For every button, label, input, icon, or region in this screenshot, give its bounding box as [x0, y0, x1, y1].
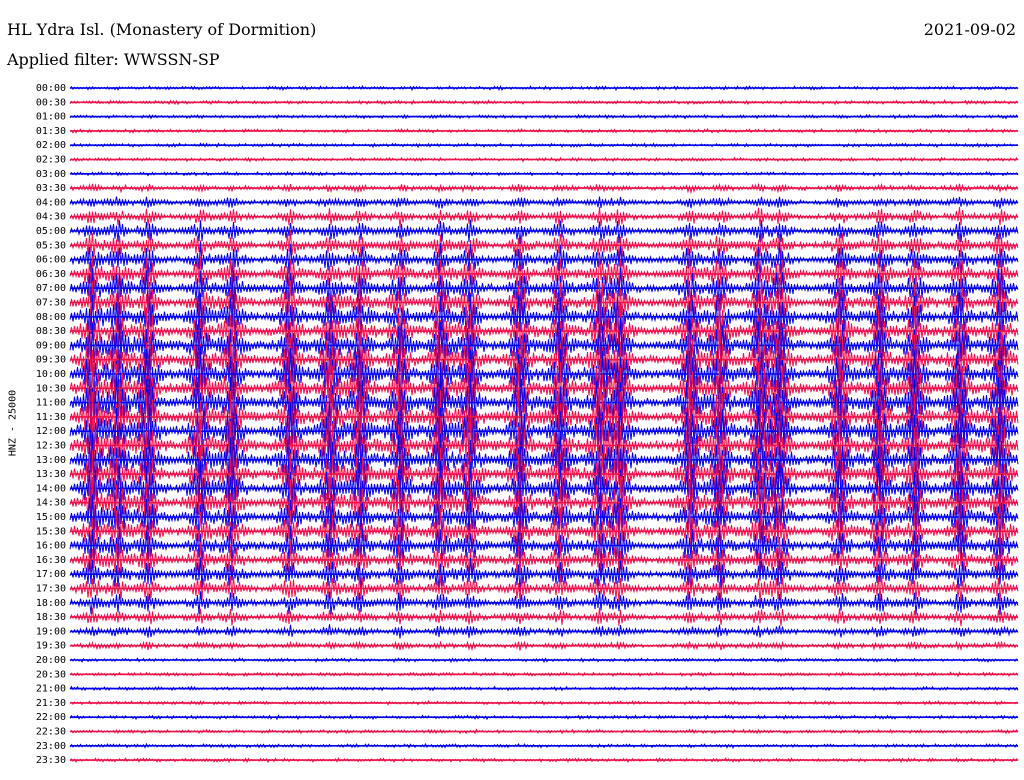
hour-label: 00:30 [36, 97, 66, 108]
trace-row-0930 [69, 329, 1019, 391]
trace-row-1200 [69, 401, 1019, 463]
hour-label: 13:00 [36, 455, 66, 466]
hour-label: 02:30 [36, 155, 66, 166]
hour-label: 05:00 [36, 226, 66, 237]
hour-label: 23:00 [36, 741, 66, 752]
trace-row-0630 [69, 254, 1019, 294]
hour-label: 15:30 [36, 526, 66, 537]
trace-row-1500 [69, 494, 1019, 543]
hour-label: 06:00 [36, 255, 66, 266]
hour-label: 20:00 [36, 655, 66, 666]
hour-label: 23:30 [36, 755, 66, 766]
trace-row-1330 [69, 444, 1019, 505]
trace-row-1000 [69, 346, 1019, 407]
hour-label: 21:00 [36, 684, 66, 695]
hour-label: 16:30 [36, 555, 66, 566]
hour-label: 07:00 [36, 283, 66, 294]
hour-label: 12:30 [36, 441, 66, 452]
hour-label: 09:30 [36, 355, 66, 366]
hour-label: 22:00 [36, 712, 66, 723]
hour-label: 12:00 [36, 426, 66, 437]
hour-label: 21:30 [36, 698, 66, 709]
hour-label: 17:30 [36, 584, 66, 595]
trace-row-1800 [69, 590, 1019, 615]
trace-row-1400 [69, 459, 1019, 519]
hour-label: 03:00 [36, 169, 66, 180]
record-date: 2021-09-02 [923, 20, 1016, 39]
hour-label: 04:30 [36, 212, 66, 223]
filter-label: Applied filter: WWSSN-SP [7, 50, 220, 69]
hour-label: 14:30 [36, 498, 66, 509]
hour-label: 03:30 [36, 183, 66, 194]
trace-row-1530 [69, 507, 1019, 558]
hour-label: 16:00 [36, 541, 66, 552]
hour-label: 05:30 [36, 240, 66, 251]
hour-label: 00:00 [36, 83, 66, 94]
trace-group [69, 85, 1019, 764]
hour-label: 18:30 [36, 612, 66, 623]
trace-row-1300 [69, 429, 1019, 490]
hour-label: 04:00 [36, 197, 66, 208]
hour-label: 13:30 [36, 469, 66, 480]
trace-row-0700 [69, 267, 1019, 309]
trace-row-0600 [69, 241, 1019, 280]
hour-label: 08:00 [36, 312, 66, 323]
station-title: HL Ydra Isl. (Monastery of Dormition) [7, 20, 317, 39]
hour-label: 10:00 [36, 369, 66, 380]
hour-label: 08:30 [36, 326, 66, 337]
hour-label: 14:00 [36, 483, 66, 494]
hour-label: 17:00 [36, 569, 66, 580]
hour-label: 20:30 [36, 669, 66, 680]
hour-label: 22:30 [36, 727, 66, 738]
trace-row-0800 [69, 292, 1019, 343]
hour-label: 19:30 [36, 641, 66, 652]
trace-row-1430 [69, 475, 1019, 530]
hour-label: 18:00 [36, 598, 66, 609]
hour-label: 10:30 [36, 383, 66, 394]
hour-label: 11:00 [36, 398, 66, 409]
hour-label: 02:00 [36, 140, 66, 151]
hour-label: 07:30 [36, 298, 66, 309]
trace-row-0730 [69, 279, 1019, 327]
hour-label: 06:30 [36, 269, 66, 280]
hour-label: 09:00 [36, 340, 66, 351]
hour-label: 19:00 [36, 626, 66, 637]
hour-label-group: 00:00 00:30 01:00 01:30 02:00 02:30 03:00 03:30… [36, 83, 66, 766]
hour-label: 01:00 [36, 112, 66, 123]
hour-label: 15:00 [36, 512, 66, 523]
hour-label: 11:30 [36, 412, 66, 423]
hour-label: 01:30 [36, 126, 66, 137]
